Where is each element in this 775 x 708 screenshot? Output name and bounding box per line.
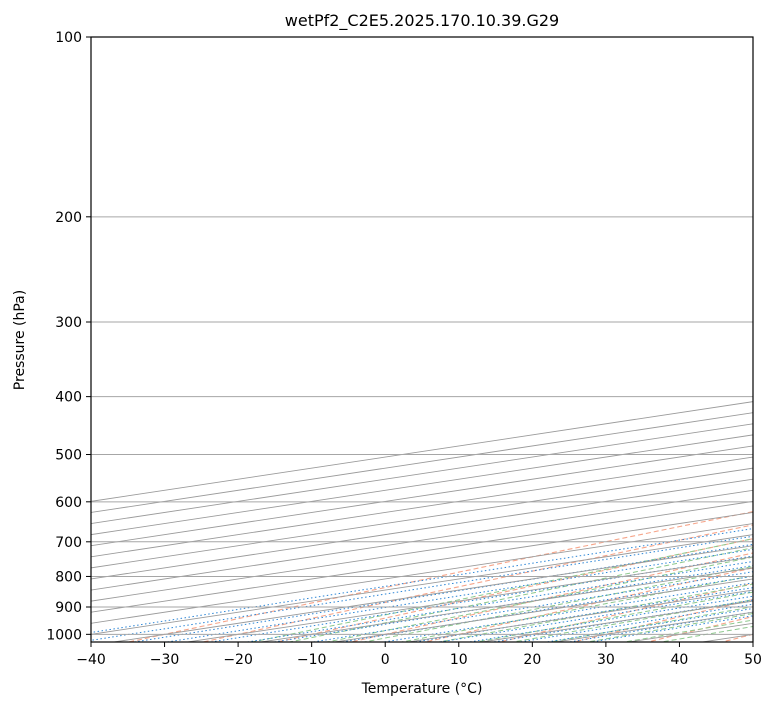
y-axis-title: Pressure (hPa) <box>12 290 28 390</box>
dry-adiabat-line <box>200 524 753 642</box>
isotherm-line <box>91 512 753 613</box>
isotherm-line <box>110 545 753 642</box>
x-tick-label: 50 <box>744 652 762 668</box>
y-axis: 100 200 300 400 500 600 700 800 900 1000 <box>46 30 91 643</box>
y-tick-label: 200 <box>55 210 82 226</box>
x-tick-label: 40 <box>671 652 689 668</box>
isotherm-line <box>91 523 753 624</box>
isotherm-line <box>91 467 753 569</box>
isotherms <box>91 401 753 642</box>
mixing-ratio-line <box>244 561 753 642</box>
mixing-ratio-line <box>91 535 753 641</box>
y-tick-label: 400 <box>55 390 82 406</box>
x-tick-label: 30 <box>597 652 615 668</box>
x-axis-title: Temperature (°C) <box>361 681 483 697</box>
moist-adiabat-line <box>287 547 753 642</box>
y-tick-label: 800 <box>55 569 82 585</box>
isotherm-line <box>91 456 753 558</box>
mixing-ratio-lines <box>91 528 753 642</box>
mixing-ratio-line <box>91 528 753 633</box>
isotherm-line <box>91 534 753 635</box>
moist-adiabat-line <box>361 565 753 642</box>
y-tick-label: 600 <box>55 495 82 511</box>
moist-adiabats <box>249 538 753 642</box>
x-tick-label: 0 <box>381 652 390 668</box>
x-tick-label: −30 <box>150 652 180 668</box>
isotherm-line <box>91 478 753 580</box>
isotherm-line <box>91 489 753 591</box>
y-tick-label: 500 <box>55 448 82 464</box>
mixing-ratio-line <box>588 615 753 642</box>
x-tick-label: −40 <box>76 652 106 668</box>
y-tick-label: 300 <box>55 315 82 331</box>
mixing-ratio-line <box>164 548 753 642</box>
y-tick-label: 900 <box>55 600 82 616</box>
x-tick-label: −20 <box>223 652 253 668</box>
mixing-ratio-line <box>566 611 753 642</box>
x-tick-label: 20 <box>523 652 541 668</box>
pressure-gridlines <box>91 37 753 635</box>
mixing-ratio-line <box>543 607 753 642</box>
moist-adiabat-line <box>436 583 753 642</box>
moist-adiabat-line <box>473 591 753 642</box>
x-axis: −40 −30 −20 −10 0 10 20 30 40 50 <box>76 642 762 668</box>
dry-adiabat-line <box>497 582 753 642</box>
x-tick-label: −10 <box>297 652 327 668</box>
y-tick-label: 100 <box>55 30 82 46</box>
chart-title: wetPf2_C2E5.2025.170.10.39.G29 <box>285 11 559 31</box>
plot-frame <box>90 36 754 643</box>
x-tick-label: 10 <box>450 652 468 668</box>
y-tick-label: 700 <box>55 535 82 551</box>
dry-adiabat-line <box>126 511 753 642</box>
mixing-ratio-line <box>131 543 753 642</box>
mixing-ratio-line <box>516 603 753 642</box>
y-tick-label: 1000 <box>46 627 82 643</box>
isotherm-line <box>91 500 753 602</box>
dry-adiabat-line <box>348 552 753 642</box>
plot-area: -100-90-80-70-60-50-40-30-20-10010203040… <box>91 37 753 642</box>
